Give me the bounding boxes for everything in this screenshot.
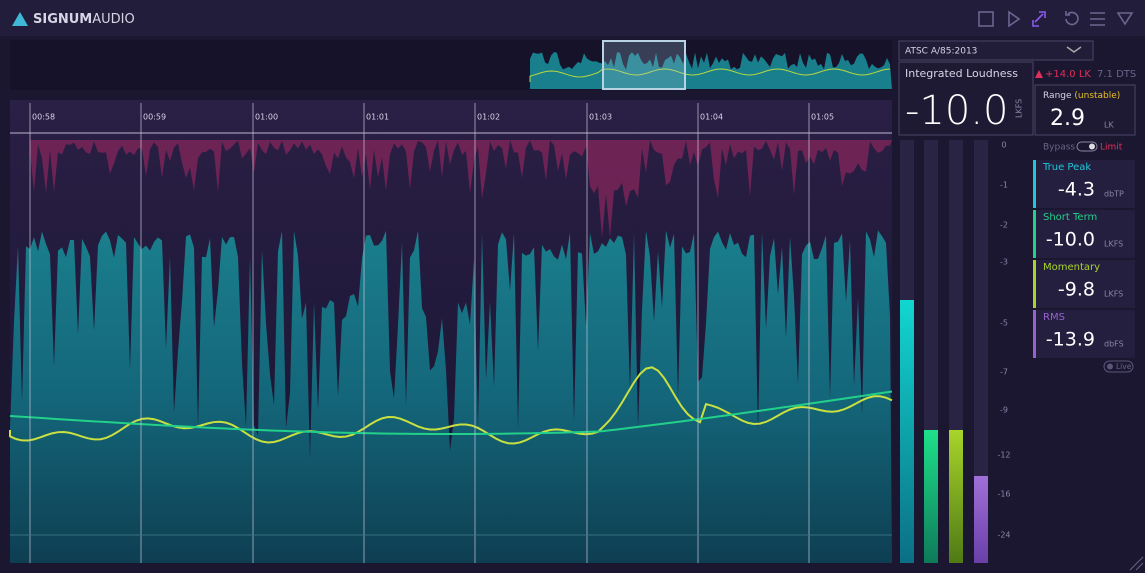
readout-unit: dbTP [1104,190,1124,199]
meter-track [974,140,988,563]
readout-accent [1033,310,1036,358]
overview-line [529,68,891,82]
logo-icon [12,12,28,26]
readout-unit: LKFS [1104,240,1123,249]
readout-unit: LKFS [1104,290,1123,299]
scale-label: 0 [1001,141,1006,150]
integrated-unit: LKFS [1015,99,1024,118]
standard: ATSC A/85:2013 [905,47,977,57]
reset-icon[interactable] [1065,11,1079,26]
scale-label: -7 [1000,368,1008,377]
live-knob [1107,363,1113,370]
time-label: 01:01 [366,113,389,122]
time-label: 01:02 [477,113,500,122]
readout-label: RMS [1043,312,1065,323]
meter-bar [924,430,938,563]
settings-icon[interactable] [978,11,994,27]
range-unit: LK [1104,121,1114,130]
scale-label: -9 [1000,406,1008,415]
peak-area [30,140,892,239]
range-value: 2.9 [1050,106,1085,131]
scale-label: -3 [1000,258,1008,267]
readout-label: Momentary [1043,262,1100,273]
readout-box [1033,260,1135,308]
readout-label: Short Term [1043,212,1097,223]
link-icon[interactable] [1032,11,1046,27]
meter-bar [949,430,963,563]
readout-label: True Peak [1042,162,1091,173]
readout-box [1033,310,1135,358]
live-label: Live [1116,362,1132,371]
header-bar [0,0,1145,36]
readout-box [1033,160,1135,208]
collapse-icon[interactable] [1116,12,1134,26]
brand: SIGNUMAUDIO [33,12,135,27]
time-label: 01:03 [589,113,612,122]
scale-label: -5 [1000,319,1008,328]
readout-value: -13.9 [1046,329,1095,351]
live-toggle[interactable] [1103,360,1134,373]
limit-label: Limit [1100,143,1123,153]
play-icon[interactable] [1008,10,1021,28]
time-label: 01:04 [700,113,723,122]
loudness-area [10,230,892,563]
integrated-value: -10.0 [905,88,1009,134]
shortterm-line [9,390,893,436]
resize-grip[interactable] [1129,556,1144,571]
meter-bar [974,476,988,563]
scale-label: -16 [997,490,1010,499]
meter-bar [900,300,914,563]
range-box [1034,84,1136,136]
scale-label: -12 [997,451,1010,460]
standard-dropdown[interactable] [898,40,1094,61]
readout-accent [1033,160,1036,208]
format: 7.1 DTS [1097,69,1136,80]
scale-label: -2 [1000,221,1008,230]
integrated-box [898,61,1034,136]
time-label: 01:00 [255,113,278,122]
warning-icon [1035,70,1043,78]
time-label: 00:59 [143,113,166,122]
limit-toggle[interactable] [1076,141,1098,152]
readout-value: -4.3 [1058,179,1095,201]
range-label: Range (unstable) [1043,91,1120,101]
readout-value: -9.8 [1058,279,1095,301]
scale-label: -24 [997,531,1010,540]
scale-label: -1 [1000,181,1008,190]
readout-unit: dbFS [1104,340,1124,349]
readout-box [1033,210,1135,258]
readout-value: -10.0 [1046,229,1095,251]
readout-accent [1033,260,1036,308]
dropdown-arrow [1066,46,1082,53]
integrated-label: Integrated Loudness [905,67,1018,80]
time-label: 01:05 [811,113,834,122]
overview-selection[interactable] [602,40,686,90]
momentary-line [9,366,893,445]
readout-accent [1033,210,1036,258]
menu-icon[interactable] [1090,12,1105,26]
toggle-knob [1089,143,1095,150]
delta: +14.0 LK [1045,69,1091,80]
time-label: 00:58 [32,113,55,122]
bypass-label: Bypass [1043,143,1075,153]
